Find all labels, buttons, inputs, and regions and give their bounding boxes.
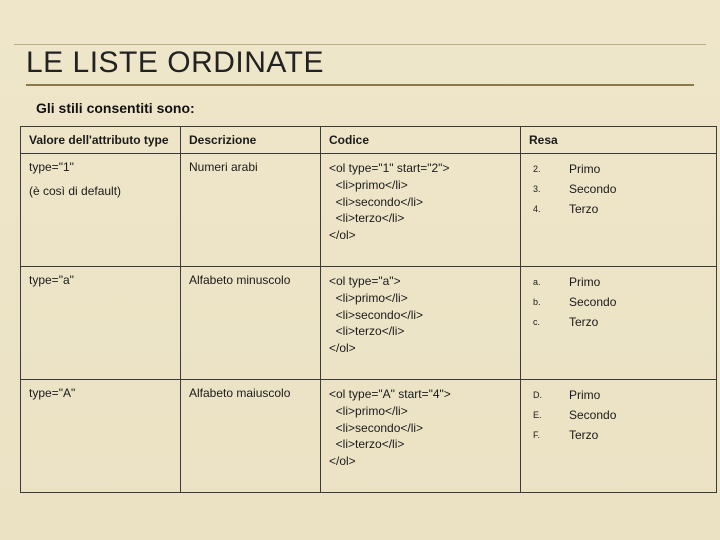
cell-code: <ol type="1" start="2"> <li>primo</li> <… [321, 154, 521, 267]
top-hairline [14, 44, 706, 45]
slide-subtitle: Gli stili consentiti sono: [36, 100, 700, 116]
resa-label: Primo [569, 162, 708, 176]
resa-marker: 3. [533, 182, 555, 196]
resa-label: Secondo [569, 408, 708, 422]
styles-table: Valore dell'attributo type Descrizione C… [20, 126, 717, 493]
cell-resa: a. Primo b. Secondo c. Terzo [521, 267, 717, 380]
resa-list: a. Primo b. Secondo c. Terzo [533, 275, 708, 329]
cell-resa: 2. Primo 3. Secondo 4. Terzo [521, 154, 717, 267]
cell-desc: Alfabeto minuscolo [181, 267, 321, 380]
cell-desc: Numeri arabi [181, 154, 321, 267]
cell-resa: D. Primo E. Secondo F. Terzo [521, 380, 717, 493]
resa-list: 2. Primo 3. Secondo 4. Terzo [533, 162, 708, 216]
resa-marker: 2. [533, 162, 555, 176]
table-header-row: Valore dell'attributo type Descrizione C… [21, 127, 717, 154]
cell-desc: Alfabeto maiuscolo [181, 380, 321, 493]
cell-attr: type="1" (è così di default) [21, 154, 181, 267]
slide: LE LISTE ORDINATE Gli stili consentiti s… [0, 0, 720, 540]
resa-label: Primo [569, 388, 708, 402]
resa-marker: a. [533, 275, 555, 289]
resa-list: D. Primo E. Secondo F. Terzo [533, 388, 708, 442]
title-underline [26, 84, 694, 86]
cell-attr: type="a" [21, 267, 181, 380]
resa-label: Secondo [569, 295, 708, 309]
resa-marker: F. [533, 428, 555, 442]
resa-label: Primo [569, 275, 708, 289]
cell-code: <ol type="a"> <li>primo</li> <li>secondo… [321, 267, 521, 380]
resa-label: Terzo [569, 428, 708, 442]
resa-marker: b. [533, 295, 555, 309]
resa-marker: D. [533, 388, 555, 402]
col-header-code: Codice [321, 127, 521, 154]
attr-value: type="A" [29, 386, 75, 400]
slide-title: LE LISTE ORDINATE [26, 46, 700, 80]
attr-value: type="1" [29, 160, 74, 174]
col-header-desc: Descrizione [181, 127, 321, 154]
resa-label: Secondo [569, 182, 708, 196]
col-header-resa: Resa [521, 127, 717, 154]
cell-attr: type="A" [21, 380, 181, 493]
col-header-attr: Valore dell'attributo type [21, 127, 181, 154]
resa-marker: E. [533, 408, 555, 422]
attr-note: (è così di default) [29, 184, 172, 198]
resa-label: Terzo [569, 202, 708, 216]
table-row: type="A" Alfabeto maiuscolo <ol type="A"… [21, 380, 717, 493]
resa-marker: 4. [533, 202, 555, 216]
resa-label: Terzo [569, 315, 708, 329]
attr-value: type="a" [29, 273, 74, 287]
table-row: type="1" (è così di default) Numeri arab… [21, 154, 717, 267]
table-row: type="a" Alfabeto minuscolo <ol type="a"… [21, 267, 717, 380]
cell-code: <ol type="A" start="4"> <li>primo</li> <… [321, 380, 521, 493]
resa-marker: c. [533, 315, 555, 329]
